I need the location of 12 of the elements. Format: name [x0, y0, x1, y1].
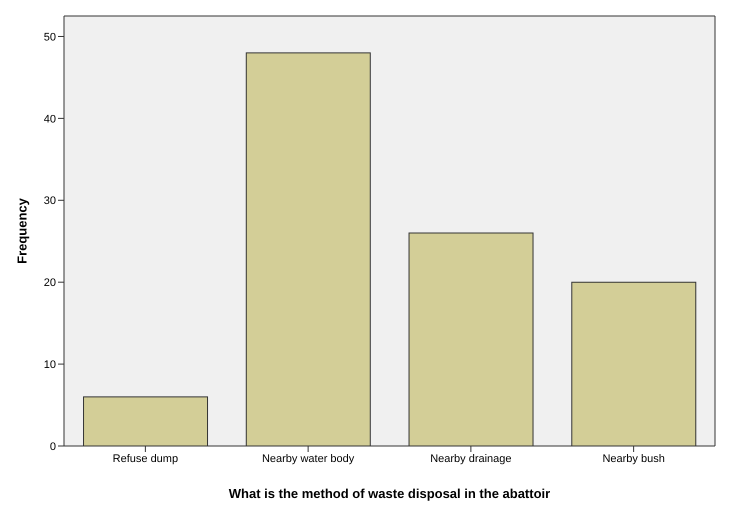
- y-tick-label: 10: [44, 359, 56, 371]
- y-tick-label: 50: [44, 31, 56, 44]
- y-tick-label: 0: [50, 440, 56, 453]
- x-tick-label: Nearby water body: [262, 452, 355, 465]
- y-tick-label: 40: [44, 113, 56, 126]
- y-tick-label: 20: [44, 277, 56, 290]
- x-tick-label: Refuse dump: [112, 452, 178, 465]
- x-axis-title: What is the method of waste disposal in the abattoir: [228, 486, 550, 501]
- x-tick-label: Nearby drainage: [430, 452, 512, 465]
- y-axis-title: Frequency: [14, 197, 30, 264]
- y-tick-label: 30: [44, 195, 56, 208]
- x-tick-label: Nearby bush: [602, 452, 665, 465]
